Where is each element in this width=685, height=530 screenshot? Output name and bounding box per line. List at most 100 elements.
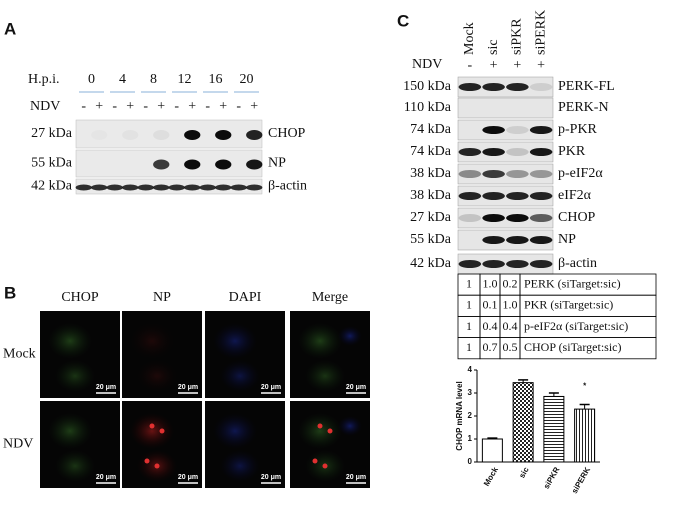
np-spot	[149, 423, 155, 429]
kda-label: 38 kDa	[410, 188, 452, 203]
blot-band	[458, 170, 482, 178]
blot	[457, 185, 554, 207]
hpi-label: H.p.i.	[28, 72, 60, 87]
blot-band	[482, 260, 505, 268]
cell	[338, 416, 362, 436]
cell	[220, 450, 260, 482]
protein-label: β-actin	[558, 256, 597, 271]
blot-band	[506, 260, 529, 268]
blot-band	[246, 130, 263, 140]
timepoint-label: 0	[88, 72, 95, 87]
blot-band	[529, 170, 553, 178]
timepoint-label: 16	[209, 72, 223, 87]
table-cell	[519, 337, 657, 360]
table-text: 0.7	[483, 340, 498, 354]
scale-bar-label: 20 μm	[178, 384, 198, 391]
ndv-sign: -	[236, 99, 241, 114]
timepoint-label: 12	[178, 72, 192, 87]
blot-band	[184, 130, 201, 140]
blot-band	[246, 184, 263, 191]
blot-band	[230, 184, 247, 191]
blot-band	[506, 192, 529, 200]
kda-label: 27 kDa	[410, 210, 452, 225]
blot-band	[215, 184, 232, 191]
blot-band	[482, 236, 505, 244]
condition-label: Mock	[462, 22, 477, 55]
blot-band	[75, 184, 92, 191]
kda-label: 74 kDa	[410, 144, 452, 159]
np-spot	[322, 463, 328, 469]
ndv-sign: +	[188, 99, 196, 114]
table-text: p-eIF2α (siTarget:sic)	[524, 319, 628, 333]
protein-label: PERK-N	[558, 100, 609, 115]
cell	[220, 360, 260, 392]
blot-band	[506, 236, 529, 244]
protein-label: p-eIF2α	[558, 166, 603, 181]
kda-label: 150 kDa	[403, 79, 452, 94]
bar	[543, 395, 565, 463]
blot	[457, 207, 554, 229]
y-tick-label: 4	[468, 365, 473, 374]
blot-band	[168, 184, 185, 191]
protein-label: CHOP	[558, 210, 596, 225]
condition-label: sic	[486, 39, 501, 55]
ndv-sign: +	[219, 99, 227, 114]
blot	[457, 141, 554, 163]
cell	[338, 326, 362, 346]
blot	[457, 163, 554, 185]
y-tick-label: 0	[468, 457, 473, 466]
blot-band	[506, 170, 529, 178]
scale-bar-label: 20 μm	[96, 474, 116, 481]
protein-label: eIF2α	[558, 188, 592, 203]
blot-band	[458, 214, 482, 222]
protein-label: NP	[558, 232, 576, 247]
table-text: 1.0	[503, 298, 518, 312]
table-text: PKR (siTarget:sic)	[524, 298, 613, 312]
bar	[574, 408, 596, 463]
np-spot	[317, 423, 323, 429]
blot-band	[106, 184, 123, 191]
blot-band	[153, 130, 170, 140]
scale-bar-label: 20 μm	[346, 474, 366, 481]
scale-bar-label: 20 μm	[346, 384, 366, 391]
bar	[512, 382, 534, 463]
blot	[457, 119, 554, 141]
kda-label: 110 kDa	[404, 100, 452, 115]
ndv-sign: +	[250, 99, 258, 114]
kda-label: 55 kDa	[410, 232, 452, 247]
blot	[457, 76, 554, 98]
protein-label: β-actin	[268, 179, 307, 194]
blot-band	[246, 159, 263, 170]
timepoint-label: 20	[240, 72, 254, 87]
protein-label: PKR	[558, 144, 586, 159]
scale-bar-label: 20 μm	[178, 474, 198, 481]
table-text: 0.4	[503, 319, 518, 333]
table-text: 1	[466, 340, 472, 354]
panel-label: C	[397, 11, 409, 30]
blot-band	[199, 184, 216, 191]
cell	[213, 323, 257, 359]
kda-label: 27 kDa	[31, 126, 73, 141]
row-label: NDV	[3, 437, 33, 452]
blot-band	[184, 184, 201, 191]
kda-label: 42 kDa	[410, 256, 452, 271]
blot-band	[215, 130, 232, 140]
blot	[75, 178, 263, 195]
condition-label: siPKR	[510, 18, 525, 55]
y-tick-label: 1	[468, 434, 473, 443]
blot-band	[529, 83, 553, 91]
ndv-label: NDV	[412, 57, 442, 72]
ndv-sign: -	[81, 99, 86, 114]
blot-band	[184, 159, 201, 170]
blot	[457, 97, 554, 119]
timepoint-label: 8	[150, 72, 157, 87]
x-tick-label: siPKR	[542, 465, 562, 490]
table-text: 1.0	[483, 276, 498, 290]
bar	[481, 438, 503, 463]
blot-band	[506, 148, 529, 156]
blot-band	[529, 126, 553, 134]
blot-band	[482, 126, 505, 134]
ndv-sign: -	[205, 99, 210, 114]
panel-label: B	[4, 283, 16, 302]
